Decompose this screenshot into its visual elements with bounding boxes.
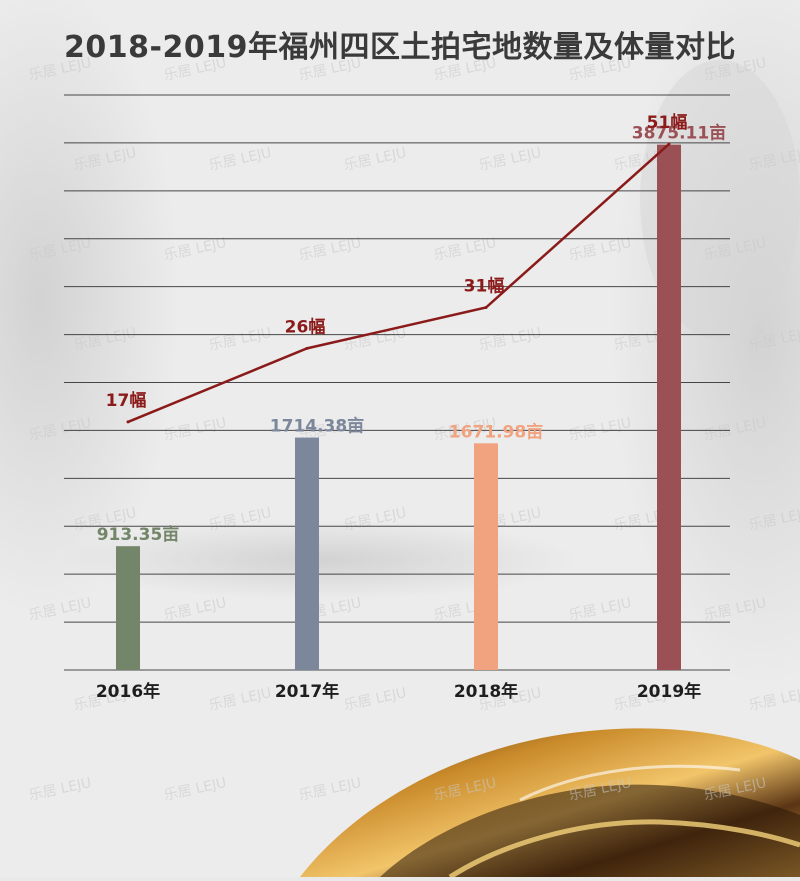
x-tick-label: 2016年 — [96, 681, 160, 702]
bar-value-label: 1714.38亩 — [270, 416, 364, 437]
bar — [657, 144, 681, 670]
bar-value-label: 1671.98亩 — [449, 421, 543, 442]
line-point — [305, 346, 309, 350]
line-value-label: 17幅 — [106, 390, 147, 411]
chart-title: 2018-2019年福州四区土拍宅地数量及体量对比 — [64, 30, 736, 65]
x-axis-ticks: 2016年 2017年 2018年 2019年 — [96, 681, 701, 702]
line-point — [667, 142, 671, 146]
line-path — [127, 143, 670, 424]
bar — [116, 546, 140, 670]
line-labels: 17幅 26幅 31幅 51幅 — [106, 112, 688, 411]
x-tick-label: 2017年 — [275, 681, 339, 702]
line-value-label: 51幅 — [647, 112, 688, 133]
x-tick-label: 2018年 — [454, 681, 518, 702]
x-tick-label: 2019年 — [637, 681, 701, 702]
bar — [295, 437, 319, 670]
bar-series — [116, 144, 681, 670]
line-point — [126, 420, 130, 424]
line-value-label: 31幅 — [464, 276, 505, 297]
bar — [474, 443, 498, 670]
line-point — [484, 306, 488, 309]
line-value-label: 26幅 — [285, 316, 326, 337]
bar-value-label: 3875.11亩 — [632, 123, 726, 144]
gridlines — [64, 94, 730, 671]
bar-labels: 913.35亩 1714.38亩 1671.98亩 3875.11亩 — [97, 123, 727, 546]
line-series — [126, 142, 671, 424]
bar-value-label: 913.35亩 — [97, 524, 180, 545]
